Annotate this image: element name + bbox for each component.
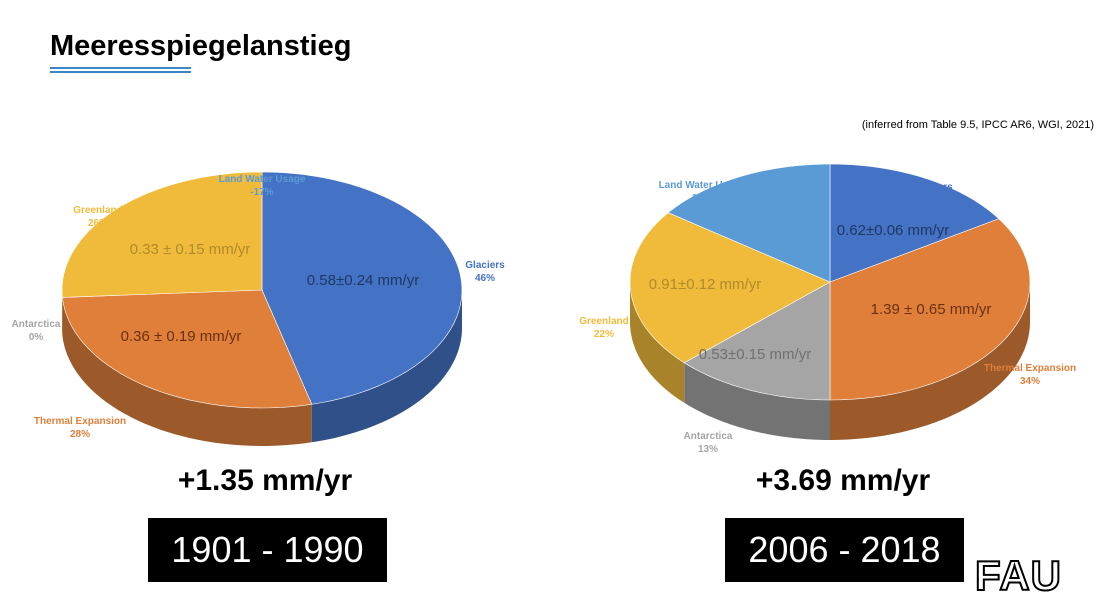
label-glaciers: Glaciers 46% (465, 260, 505, 284)
pie-chart-1901-1990 (61, 171, 463, 446)
pie-side-thermal-expansion (830, 282, 1030, 440)
value-greenland: 0.33 ± 0.15 mm/yr (129, 241, 251, 258)
label-antarctica: Antarctica 13% (683, 431, 733, 455)
pie-slice-thermal-expansion (62, 289, 313, 409)
label-land-water-usage: Land Water Usage -17% (218, 174, 306, 198)
pie-slice-thermal-expansion (829, 218, 1031, 401)
pie-side-glaciers (311, 290, 462, 443)
value-thermal-expansion: 1.39 ± 0.65 mm/yr (870, 301, 992, 318)
page-title: Meeresspiegelanstieg (50, 30, 352, 62)
pie-slice-glaciers (261, 171, 463, 405)
period-box-1901-1990: 1901 - 1990 (148, 518, 387, 582)
fau-logo: FAU (974, 551, 1062, 600)
title-underline (50, 67, 191, 69)
value-glaciers: 0.58±0.24 mm/yr (306, 272, 420, 289)
value-greenland: 0.91±0.12 mm/yr (648, 276, 762, 293)
label-greenland: Greenland 26% (73, 205, 123, 229)
value-antarctica: 0.53±0.15 mm/yr (698, 346, 812, 363)
value-glaciers: 0.62±0.06 mm/yr (836, 222, 950, 239)
label-thermal-expansion: Thermal Expansion 28% (33, 416, 127, 440)
total-rate-1901-1990: +1.35 mm/yr (177, 464, 353, 497)
pie-slice-antarctica (683, 281, 831, 401)
label-thermal-expansion: Thermal Expansion 34% (983, 363, 1077, 387)
label-glaciers: Glaciers 16% (913, 182, 953, 206)
value-thermal-expansion: 0.36 ± 0.19 mm/yr (120, 328, 242, 345)
pie-slice-greenland (61, 171, 263, 298)
pie-side-antarctica (684, 362, 830, 440)
pie-chart-2006-2018 (629, 163, 1031, 440)
label-land-water-usage: Land Water Usage 15% (658, 180, 746, 204)
pie-side-thermal-expansion (62, 297, 312, 446)
pie-side-greenland (630, 282, 685, 403)
period-box-2006-2018: 2006 - 2018 (725, 518, 964, 582)
pie-slice-greenland (629, 212, 831, 364)
title-underline (50, 71, 191, 73)
citation: (inferred from Table 9.5, IPCC AR6, WGI,… (861, 119, 1094, 131)
total-rate-2006-2018: +3.69 mm/yr (755, 464, 931, 497)
pie-slice-land-water-usage (667, 163, 831, 283)
label-greenland: Greenland 22% (579, 316, 629, 340)
pie-slice-glaciers (829, 163, 1000, 283)
label-antarctica: Antarctica 0% (11, 319, 61, 343)
